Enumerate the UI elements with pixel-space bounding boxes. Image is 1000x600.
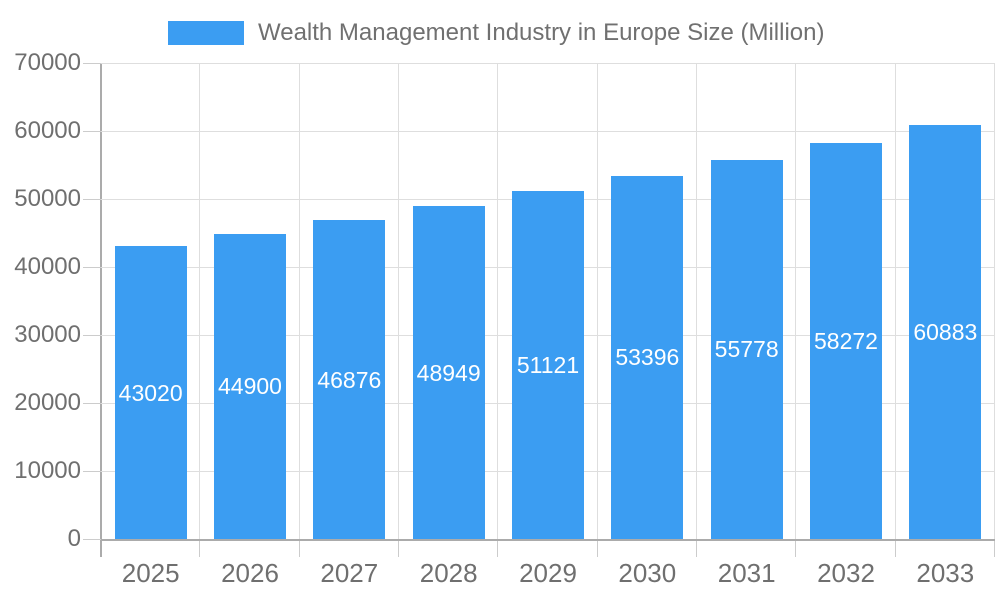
bar-2032: [810, 142, 882, 539]
y-tick: [83, 267, 101, 268]
y-tick-label: 40000: [14, 253, 81, 280]
legend-swatch[interactable]: [168, 21, 244, 45]
bar-value-label: 60883: [913, 318, 978, 345]
bar-value-label: 48949: [416, 359, 481, 386]
bar-value-label: 43020: [118, 379, 183, 406]
x-tick: [398, 541, 399, 557]
y-axis-line: [100, 63, 102, 557]
v-gridline: [398, 63, 399, 539]
x-tick-label: 2025: [121, 558, 180, 588]
x-tick: [994, 541, 995, 557]
plot-area: 43020 44900 46876 48949 51121 53396 55778 58272…: [101, 63, 995, 539]
bar-2025: [114, 246, 187, 539]
x-tick-label: 2031: [717, 558, 776, 588]
x-tick: [298, 541, 300, 557]
bar-value-label: 44900: [218, 373, 282, 400]
x-tick-label: 2032: [817, 558, 875, 588]
x-tick: [696, 541, 697, 557]
y-tick-label: 30000: [14, 321, 81, 348]
x-tick: [596, 541, 598, 557]
y-tick-label: 70000: [14, 49, 81, 76]
bar-value-label: 58272: [814, 327, 878, 354]
v-gridline: [298, 63, 300, 539]
x-tick-label: 2027: [320, 558, 379, 588]
bar-2027: [313, 220, 386, 539]
bar-2028: [412, 206, 485, 539]
x-tick-label: 2026: [221, 558, 279, 588]
x-tick-label: 2028: [419, 558, 478, 588]
x-axis-line: [101, 539, 995, 541]
bar-value-label: 46876: [317, 366, 382, 393]
x-tick-label: 2033: [916, 558, 975, 588]
bar-2026: [214, 233, 286, 539]
y-tick-label: 60000: [14, 117, 81, 144]
v-gridline: [696, 63, 697, 539]
x-tick: [497, 541, 499, 557]
y-tick: [83, 403, 101, 404]
bar-value-label: 53396: [615, 344, 680, 371]
y-tick-label: 50000: [14, 185, 81, 212]
x-tick: [795, 541, 797, 557]
x-tick-label: 2029: [519, 558, 577, 588]
bar-2033: [909, 125, 982, 539]
chart-legend[interactable]: Wealth Management Industry in Europe Siz…: [168, 19, 824, 47]
x-tick-label: 2030: [618, 558, 677, 588]
bar-2031: [710, 159, 783, 539]
x-tick: [894, 541, 896, 557]
h-gridline: [101, 63, 995, 64]
y-tick-label: 20000: [14, 389, 81, 416]
bar-2029: [512, 191, 584, 539]
y-tick: [83, 63, 101, 64]
y-tick: [83, 471, 101, 472]
v-gridline: [795, 63, 797, 539]
v-gridline: [596, 63, 598, 539]
x-tick: [199, 541, 201, 557]
y-tick: [83, 131, 101, 132]
y-tick-label: 10000: [14, 457, 81, 484]
bar-2030: [611, 175, 684, 539]
y-tick: [83, 539, 101, 540]
chart-title: Wealth Management Industry in Europe Siz…: [258, 19, 825, 46]
v-gridline: [894, 63, 896, 539]
v-gridline: [199, 63, 201, 539]
v-gridline: [497, 63, 499, 539]
y-tick: [83, 335, 101, 336]
bar-value-label: 51121: [516, 352, 580, 379]
bar-value-label: 55778: [714, 336, 779, 363]
h-gridline: [101, 131, 995, 132]
y-tick-label: 0: [67, 525, 81, 552]
v-gridline: [994, 63, 995, 539]
y-tick: [83, 199, 101, 200]
